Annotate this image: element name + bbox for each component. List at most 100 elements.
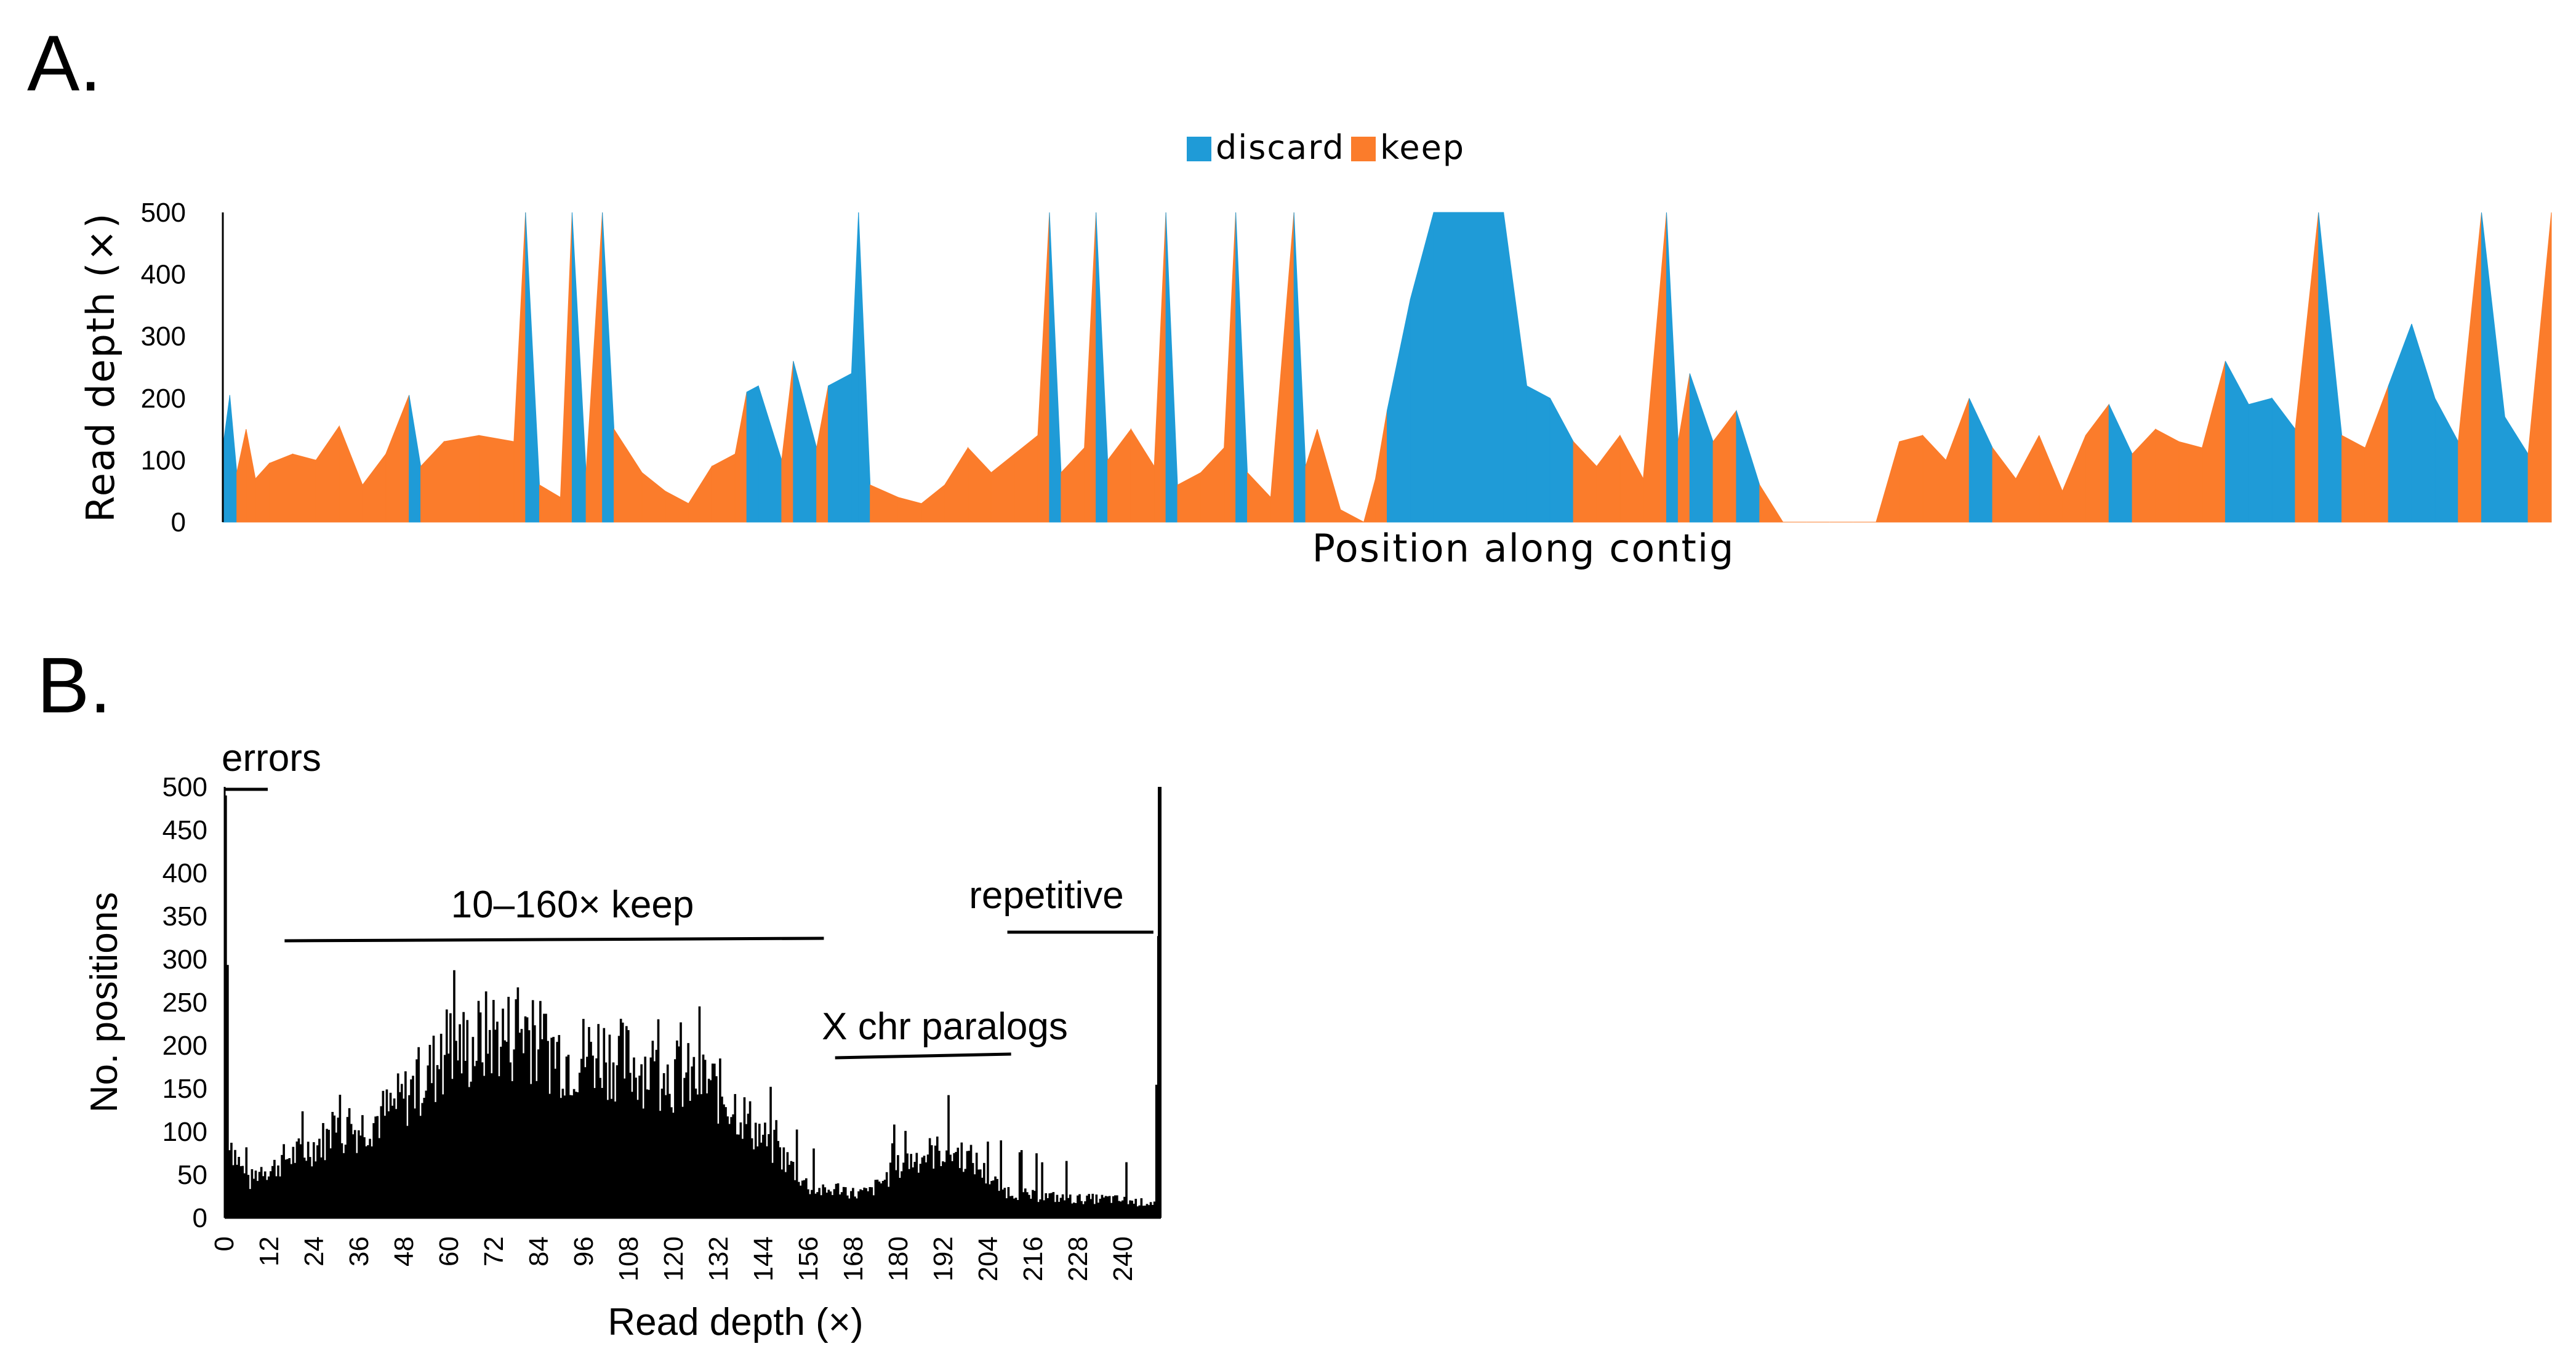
histogram-bar [292,1146,295,1218]
histogram-bar [790,1161,793,1218]
histogram-bar [996,1178,998,1218]
histogram-bar [455,1041,457,1218]
histogram-bar [1113,1195,1117,1218]
histogram-bar [1093,1204,1096,1218]
histogram-bar [915,1153,918,1218]
histogram-bar [473,1066,476,1218]
depth-segment [1177,472,1202,523]
depth-segment [944,446,969,523]
histogram-bar [651,1041,654,1218]
histogram-bar [608,1034,611,1218]
histogram-bar [1016,1200,1019,1218]
histogram-bar [1030,1198,1032,1218]
histogram-bar [288,1158,291,1218]
histogram-bar [760,1142,763,1218]
histogram-bar [398,1092,401,1218]
depth-segment [2178,441,2203,523]
histogram-bar [436,1065,439,1218]
depth-segment [793,361,817,523]
histogram-bar [838,1194,841,1218]
histogram-bar [635,1077,637,1218]
histogram-bar [737,1134,740,1218]
histogram-bar [985,1183,987,1218]
panel-b-y-axis-title: No. positions [83,892,126,1113]
histogram-bar [773,1129,776,1218]
histogram-bar [547,1041,549,1218]
histogram-bar [326,1129,328,1218]
histogram-bar [271,1166,274,1218]
histogram-bar [601,1088,604,1218]
histogram-bar [393,1098,396,1218]
histogram-bar [385,1089,388,1218]
depth-segment [1968,398,1993,523]
depth-segment [560,212,572,523]
panel-b-y-tick-label: 150 [163,1074,207,1104]
histogram-bar [228,1150,231,1218]
annotation-repetitive: repetitive [969,874,1124,917]
histogram-bar [748,1101,752,1218]
histogram-bar [279,1176,281,1218]
histogram-bar [294,1162,297,1218]
histogram-bar [1070,1203,1073,1218]
histogram-bar [554,1068,557,1218]
histogram-bar [953,1153,955,1218]
depth-segment [1922,434,1946,523]
depth-segment [1573,440,1597,523]
histogram-bar [913,1162,917,1218]
histogram-bar [696,1094,699,1218]
histogram-bar [459,1024,461,1218]
histogram-bar [475,1060,478,1218]
depth-segment [1596,434,1621,523]
histogram-bar [470,1081,473,1218]
annotation-x-chr-paralogs-line [835,1052,1011,1060]
panel-b-x-tick-label: 120 [659,1236,689,1281]
histogram-bar [895,1170,897,1218]
depth-segment [1945,398,1970,523]
histogram-bar [1102,1197,1105,1218]
histogram-bar [664,1095,667,1218]
depth-segment [2271,397,2296,523]
histogram-bar [574,1092,577,1218]
histogram-bar [904,1130,907,1218]
histogram-bar [917,1172,920,1218]
histogram-bar [814,1193,817,1218]
histogram-bar [603,1028,606,1218]
panel-b-x-tick-label: 96 [569,1236,599,1266]
histogram-bar [694,1089,697,1218]
histogram-bar [604,1062,608,1218]
histogram-bar [809,1194,811,1218]
histogram-bar [711,1063,714,1218]
depth-segment [816,385,829,523]
histogram-bar [515,999,518,1218]
histogram-bar [552,1037,555,1218]
histogram-bar [1099,1198,1102,1218]
histogram-bar [234,1150,236,1218]
histogram-bar [938,1151,941,1218]
depth-segment [385,395,410,523]
histogram-bar [771,1162,774,1218]
legend-swatch-discard [1187,137,1211,161]
histogram-bar [700,1094,703,1218]
histogram-bar [813,1148,815,1218]
histogram-bar [230,1143,233,1218]
histogram-bar [636,1100,639,1218]
histogram-bar [975,1153,978,1218]
depth-segment [897,497,922,523]
histogram-bar [1050,1193,1053,1218]
depth-segment [1503,212,1527,523]
histogram-bar [835,1183,838,1218]
histogram-bar [840,1192,843,1218]
panel-b-x-tick-label: 168 [838,1236,869,1281]
histogram-bar [241,1166,244,1218]
panel-b-x-tick-label: 48 [389,1236,419,1266]
panel-b-y-tick-label: 500 [163,772,207,802]
depth-segment [2108,404,2133,523]
histogram-bar [1039,1199,1041,1218]
histogram-bar [400,1084,403,1218]
histogram-bar [595,1058,598,1218]
histogram-bar [1007,1187,1010,1218]
panel-b-x-tick-label: 144 [748,1236,779,1281]
panel-a-y-tick-label: 300 [141,321,186,352]
panel-b-y-tick-label: 400 [163,858,207,888]
histogram-bar [633,1057,635,1218]
